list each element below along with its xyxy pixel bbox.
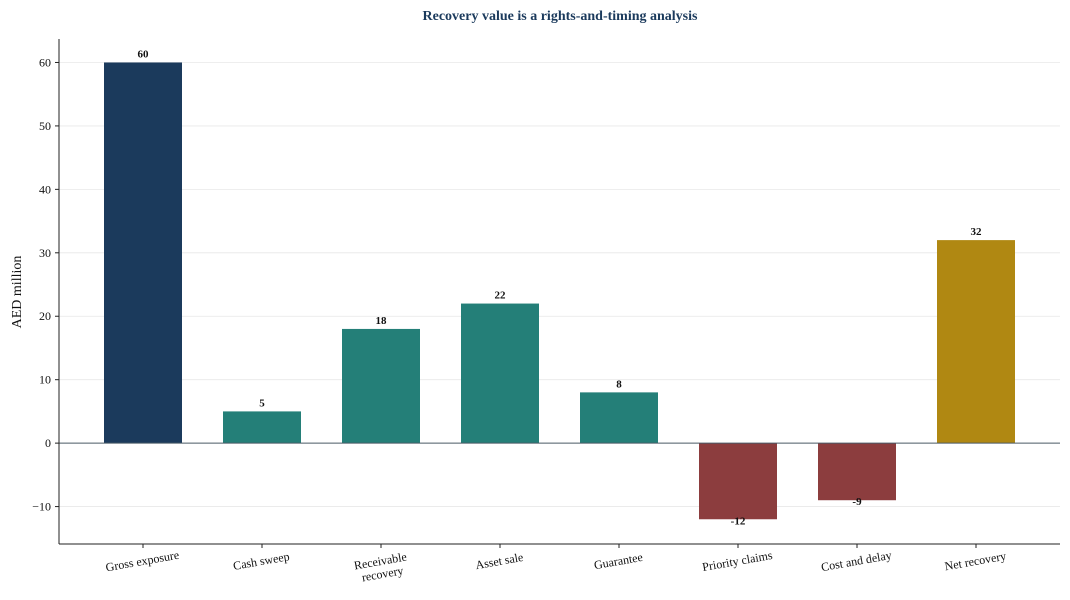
bar <box>937 240 1015 444</box>
bar <box>580 392 658 444</box>
x-tick-label: Guarantee <box>593 550 644 572</box>
y-ticks: −10 0 10 20 30 40 50 60 <box>32 55 59 514</box>
x-tick-text: Net recovery <box>943 549 1007 574</box>
axes <box>58 39 1060 545</box>
x-tick-text: Cost and delay <box>820 548 893 574</box>
y-tick-label: 40 <box>39 182 51 196</box>
x-tick-label: Priority claims <box>701 548 774 574</box>
bar <box>342 328 420 444</box>
data-label: 8 <box>616 378 622 390</box>
x-tick-text: Gross exposure <box>104 548 180 575</box>
bars <box>104 62 1015 520</box>
bar <box>223 411 301 444</box>
x-tick-text: Guarantee <box>593 550 644 572</box>
x-tick-text: Priority claims <box>701 548 774 574</box>
y-tick-label: 10 <box>39 373 51 387</box>
bar <box>818 443 896 501</box>
data-label: -12 <box>731 515 746 527</box>
x-tick-label: Asset sale <box>474 550 524 572</box>
bar <box>104 62 182 444</box>
bar <box>699 443 777 520</box>
data-label: 32 <box>971 226 983 238</box>
y-tick-label: 30 <box>39 246 51 260</box>
x-tick-label: Cash sweep <box>232 549 291 573</box>
data-label: 60 <box>138 48 150 60</box>
chart-title: Recovery value is a rights-and-timing an… <box>423 9 698 24</box>
data-label: 5 <box>259 397 265 409</box>
data-label: 18 <box>376 315 388 327</box>
data-label: 22 <box>495 290 507 302</box>
x-tick-text: Cash sweep <box>232 549 291 573</box>
x-tick-label: Gross exposure <box>104 548 180 575</box>
y-tick-label: −10 <box>32 500 51 514</box>
x-tick-label: Net recovery <box>943 549 1007 574</box>
y-tick-label: 50 <box>39 119 51 133</box>
data-labels: 60 5 18 22 8 -12 -9 32 <box>138 48 983 527</box>
y-axis-label: AED million <box>10 256 25 329</box>
y-tick-label: 0 <box>45 436 51 450</box>
y-tick-label: 60 <box>39 55 51 69</box>
bar <box>461 303 539 444</box>
x-tick-label: Cost and delay <box>820 548 893 574</box>
x-ticks: Gross exposure Cash sweep Receivablerecove… <box>104 544 1007 585</box>
x-tick-text: Asset sale <box>474 550 524 572</box>
y-tick-label: 20 <box>39 309 51 323</box>
data-label: -9 <box>852 496 862 508</box>
gridlines <box>59 62 1060 507</box>
